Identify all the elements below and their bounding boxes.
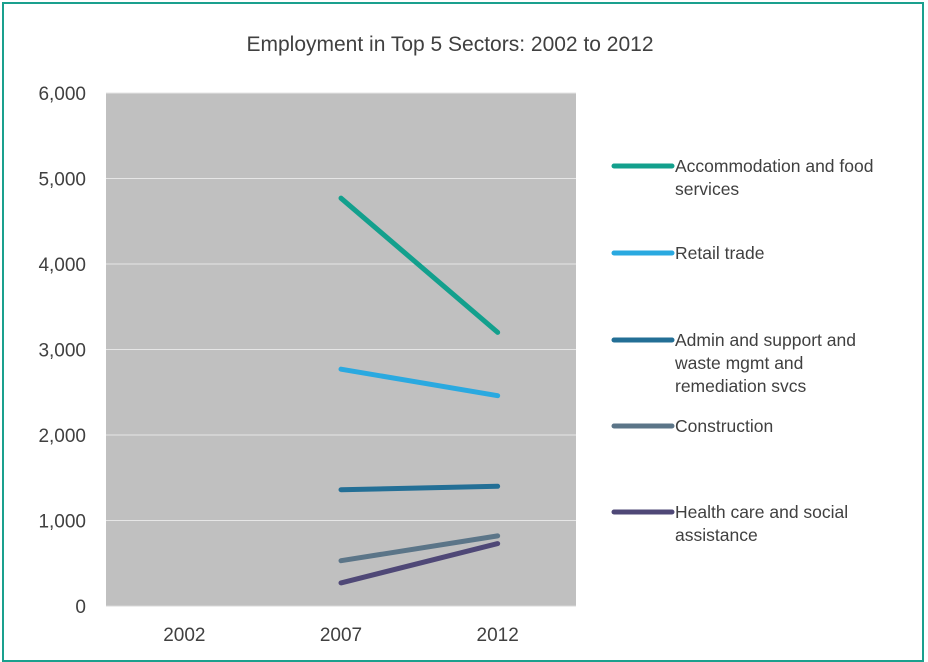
y-tick-label: 3,000 [38, 341, 86, 362]
x-tick-label: 2007 [320, 625, 362, 646]
chart-title: Employment in Top 5 Sectors: 2002 to 201… [246, 33, 653, 56]
legend-label: Retail trade [675, 243, 765, 263]
legend-label: services [675, 179, 739, 199]
series-line [338, 483, 501, 493]
y-tick-label: 5,000 [38, 170, 86, 191]
y-tick-label: 4,000 [38, 255, 86, 276]
y-tick-label: 1,000 [38, 512, 86, 533]
series-line [338, 533, 501, 564]
legend-label: waste mgmt and [674, 353, 803, 373]
y-tick-label: 6,000 [38, 84, 86, 105]
series-line [338, 366, 501, 399]
legend-label: Construction [675, 416, 773, 436]
legend-label: Admin and support and [675, 330, 856, 350]
series-line [338, 195, 501, 335]
legend-label: Accommodation and food [675, 156, 873, 176]
legend-label: remediation svcs [675, 376, 807, 396]
x-tick-label: 2012 [477, 625, 519, 646]
y-tick-label: 0 [75, 597, 86, 618]
legend-label: Health care and social [675, 502, 848, 522]
y-tick-label: 2,000 [38, 426, 86, 447]
series-line [338, 541, 501, 586]
legend-label: assistance [675, 525, 758, 545]
x-tick-label: 2002 [163, 625, 205, 646]
